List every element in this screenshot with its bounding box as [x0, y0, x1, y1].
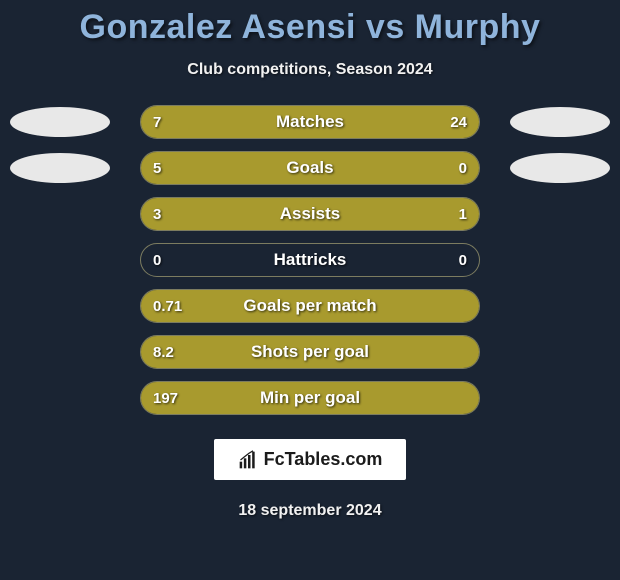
stat-bar-goals-per-match: 0.71 Goals per match: [140, 289, 480, 323]
stats-area: 7 Matches 24 5 Goals 0 3 Assists: [0, 105, 620, 415]
player-right-avatar-placeholder: [510, 107, 610, 137]
page-title: Gonzalez Asensi vs Murphy: [80, 8, 541, 47]
stat-row: 7 Matches 24: [0, 105, 620, 139]
stat-bar-fill-right: [217, 106, 479, 138]
fctables-logo-icon: [238, 450, 258, 470]
stat-bar-fill-right: [395, 198, 480, 230]
stat-value-right: 0: [459, 252, 467, 269]
date: 18 september 2024: [238, 502, 381, 520]
stat-bar-assists: 3 Assists 1: [140, 197, 480, 231]
stat-bar-matches: 7 Matches 24: [140, 105, 480, 139]
stat-bar-fill-left: [141, 152, 479, 184]
player-left-avatar-placeholder: [10, 107, 110, 137]
stat-bar-fill-left: [141, 290, 479, 322]
stat-bar-fill-left: [141, 336, 479, 368]
logo-text: FcTables.com: [264, 449, 383, 470]
stat-bar-goals: 5 Goals 0: [140, 151, 480, 185]
stat-bar-fill-left: [141, 382, 479, 414]
stat-bar-min-per-goal: 197 Min per goal: [140, 381, 480, 415]
stat-row: 3 Assists 1: [0, 197, 620, 231]
stat-row: 197 Min per goal: [0, 381, 620, 415]
stat-value-left: 0: [153, 252, 161, 269]
stat-bar-fill-left: [141, 106, 217, 138]
stat-label: Hattricks: [141, 250, 479, 270]
stat-bar-shots-per-goal: 8.2 Shots per goal: [140, 335, 480, 369]
stat-row: 0 Hattricks 0: [0, 243, 620, 277]
stat-row: 8.2 Shots per goal: [0, 335, 620, 369]
subtitle: Club competitions, Season 2024: [187, 61, 432, 79]
stat-bar-hattricks: 0 Hattricks 0: [140, 243, 480, 277]
stat-row: 5 Goals 0: [0, 151, 620, 185]
stat-row: 0.71 Goals per match: [0, 289, 620, 323]
logo-box: FcTables.com: [214, 439, 407, 480]
stat-bar-fill-left: [141, 198, 395, 230]
player-right-avatar-placeholder: [510, 153, 610, 183]
player-left-avatar-placeholder: [10, 153, 110, 183]
content-container: Gonzalez Asensi vs Murphy Club competiti…: [0, 0, 620, 580]
